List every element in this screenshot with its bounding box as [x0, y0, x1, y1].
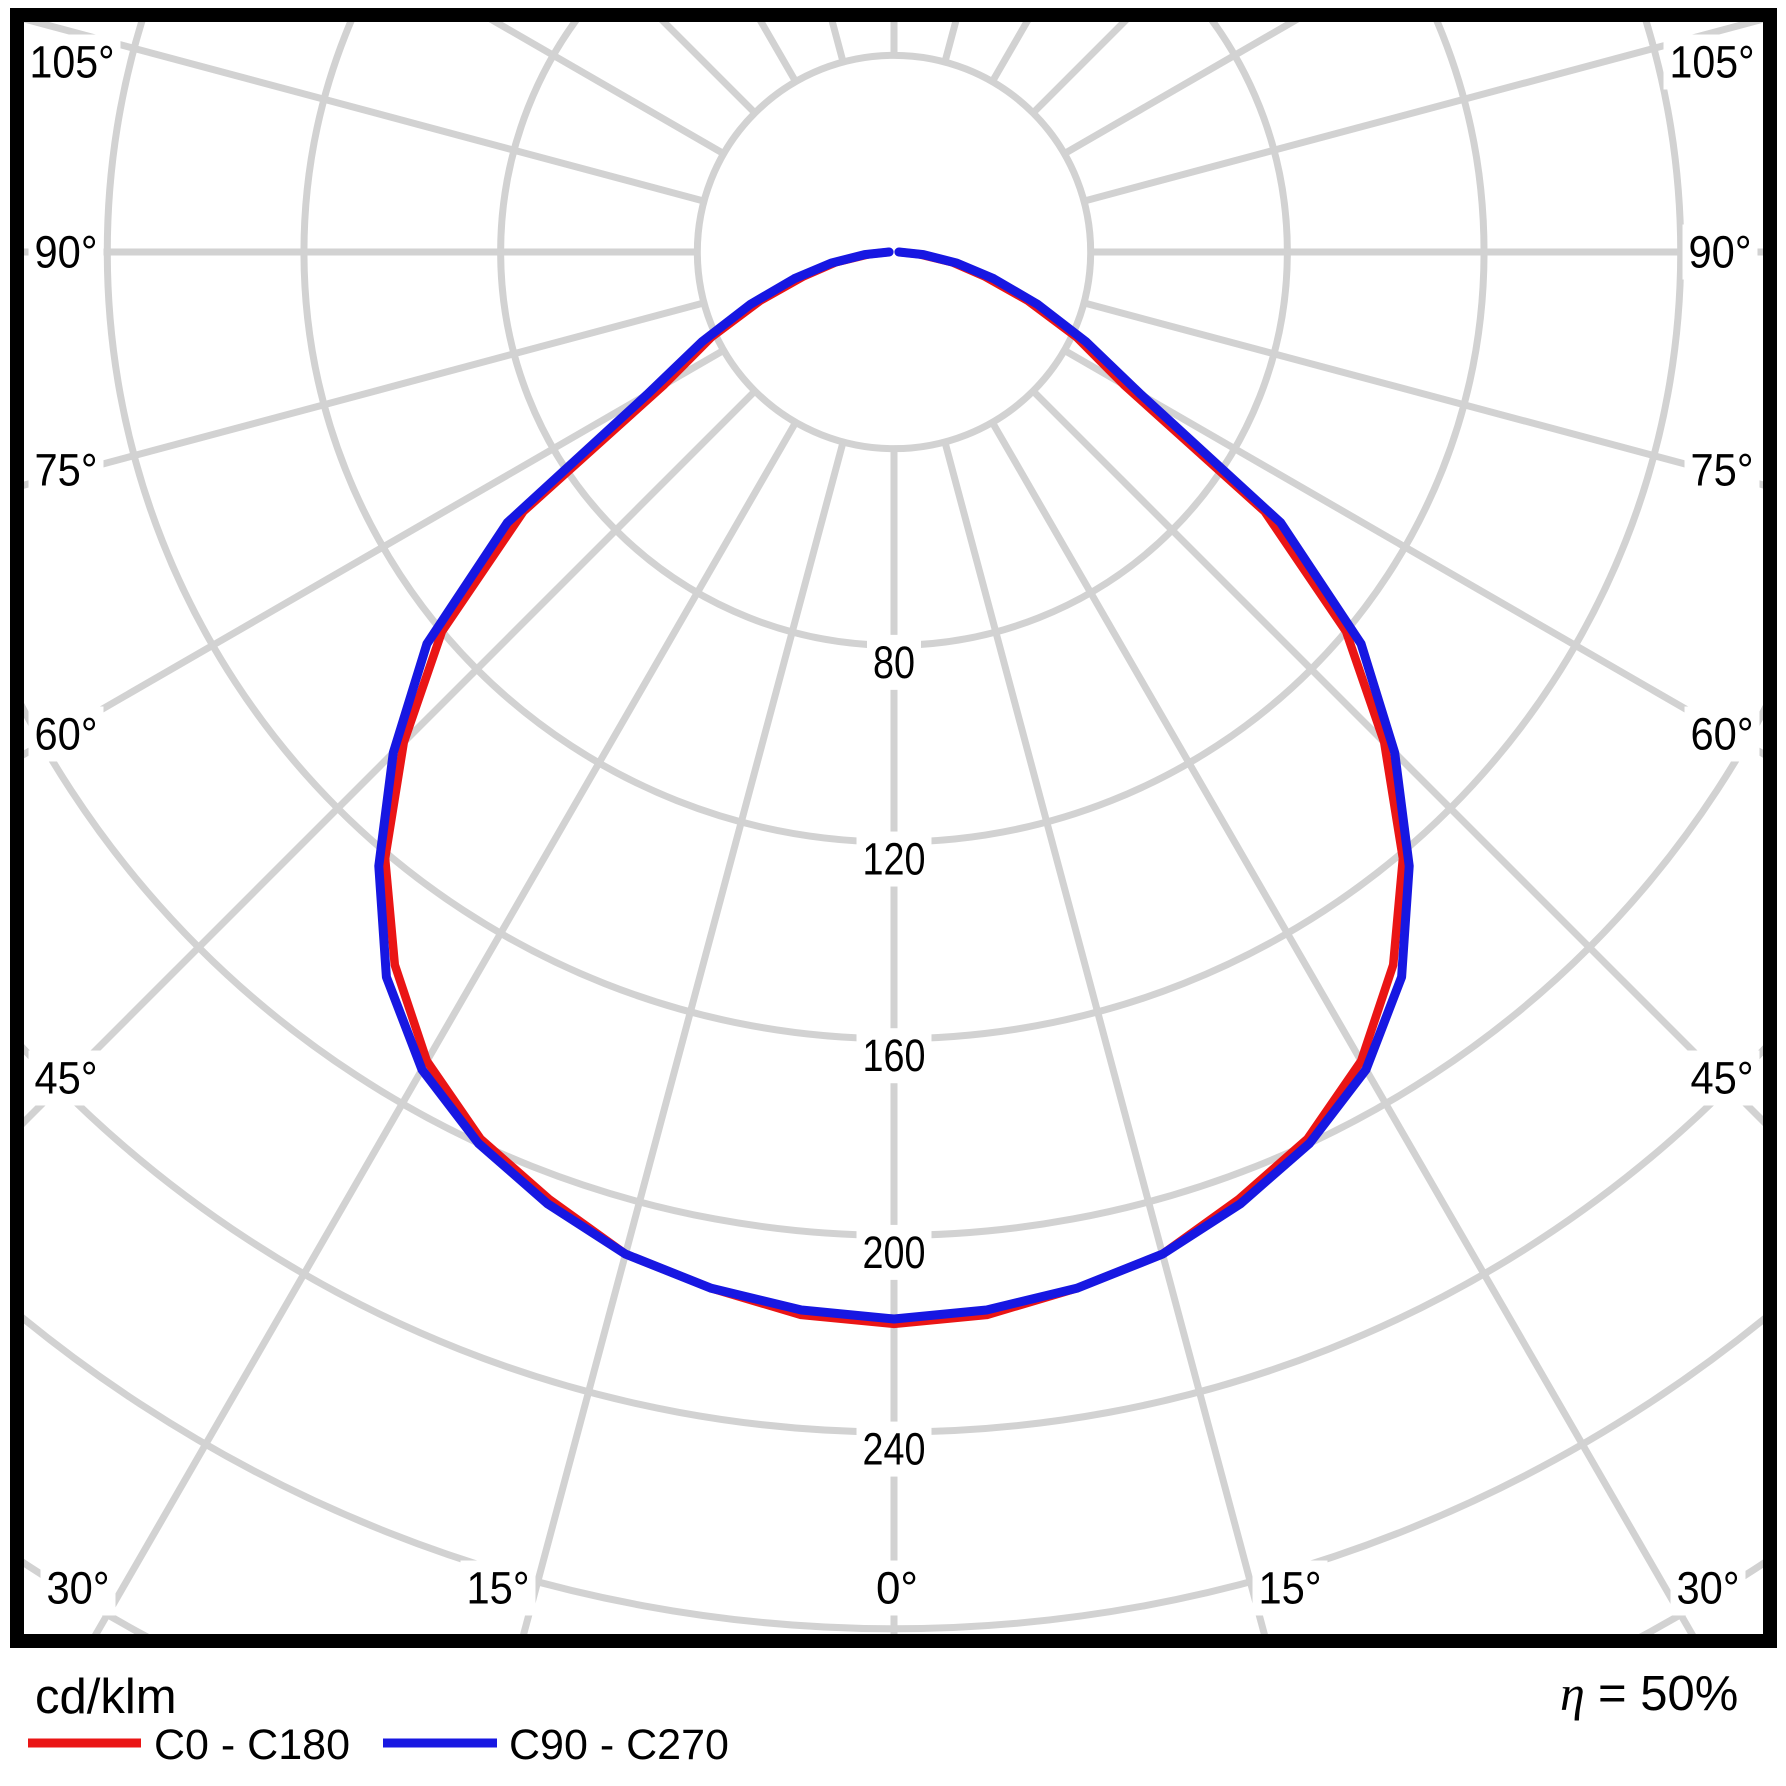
efficiency-value: = 50% [1598, 1667, 1738, 1721]
svg-text:30°: 30° [1677, 1563, 1740, 1614]
svg-text:45°: 45° [35, 1053, 98, 1104]
svg-text:105°: 105° [30, 37, 115, 88]
angle-label-bottom-4: 30° [1670, 1560, 1746, 1616]
curve-c0-c180 [380, 247, 1408, 1329]
angle-label-left-75°: 75° [28, 442, 104, 498]
ring-label-240: 240 [856, 1421, 932, 1477]
ring-label-120: 120 [856, 831, 932, 887]
ring-label-200: 200 [856, 1224, 932, 1280]
angle-label-left-90°: 90° [28, 224, 104, 280]
legend-label-c90-c270: C90 - C270 [509, 1721, 729, 1769]
angle-label-right-45°: 45° [1684, 1050, 1760, 1106]
ring-label-80: 80 [867, 634, 921, 690]
svg-text:200: 200 [863, 1227, 926, 1278]
angle-label-bottom-2: 0° [870, 1560, 924, 1616]
svg-text:75°: 75° [1691, 445, 1754, 496]
svg-text:120: 120 [863, 834, 926, 885]
svg-text:240: 240 [863, 1424, 926, 1475]
curve-c90-c270 [374, 247, 1414, 1324]
svg-text:30°: 30° [47, 1563, 110, 1614]
legend-label-c0-c180: C0 - C180 [154, 1721, 350, 1769]
svg-text:90°: 90° [35, 227, 98, 278]
svg-text:60°: 60° [1691, 709, 1754, 760]
angle-label-right-90°: 90° [1682, 224, 1758, 280]
svg-text:75°: 75° [35, 445, 98, 496]
angle-label-right-60°: 60° [1684, 706, 1760, 762]
svg-text:105°: 105° [1670, 37, 1755, 88]
svg-text:45°: 45° [1691, 1053, 1754, 1104]
angle-label-bottom-3: 15° [1252, 1560, 1328, 1616]
angle-label-left-105°: 105° [23, 34, 121, 90]
efficiency-symbol: η [1560, 1665, 1585, 1721]
svg-text:15°: 15° [1259, 1563, 1322, 1614]
ring-label-160: 160 [856, 1028, 932, 1084]
unit-label: cd/klm [35, 1670, 177, 1724]
svg-text:90°: 90° [1689, 227, 1752, 278]
angle-label-right-75°: 75° [1684, 442, 1760, 498]
svg-text:160: 160 [863, 1030, 926, 1081]
radial-scale-labels: 80 120 160 200 240 [856, 634, 932, 1477]
angle-tick-labels: 105° 90° 75° 60° 45° 105° 90° 75° 60° 45° 30° 15° 0°… [23, 34, 1761, 1616]
angle-label-bottom-1: 15° [460, 1560, 536, 1616]
angle-label-right-105°: 105° [1663, 34, 1761, 90]
angle-label-left-45°: 45° [28, 1050, 104, 1106]
angle-label-left-60°: 60° [28, 706, 104, 762]
svg-text:80: 80 [873, 637, 915, 688]
plot-border [10, 8, 1777, 1648]
svg-text:15°: 15° [467, 1563, 530, 1614]
angle-label-bottom-0: 30° [40, 1560, 116, 1616]
svg-text:0°: 0° [876, 1563, 918, 1614]
svg-text:60°: 60° [35, 709, 98, 760]
